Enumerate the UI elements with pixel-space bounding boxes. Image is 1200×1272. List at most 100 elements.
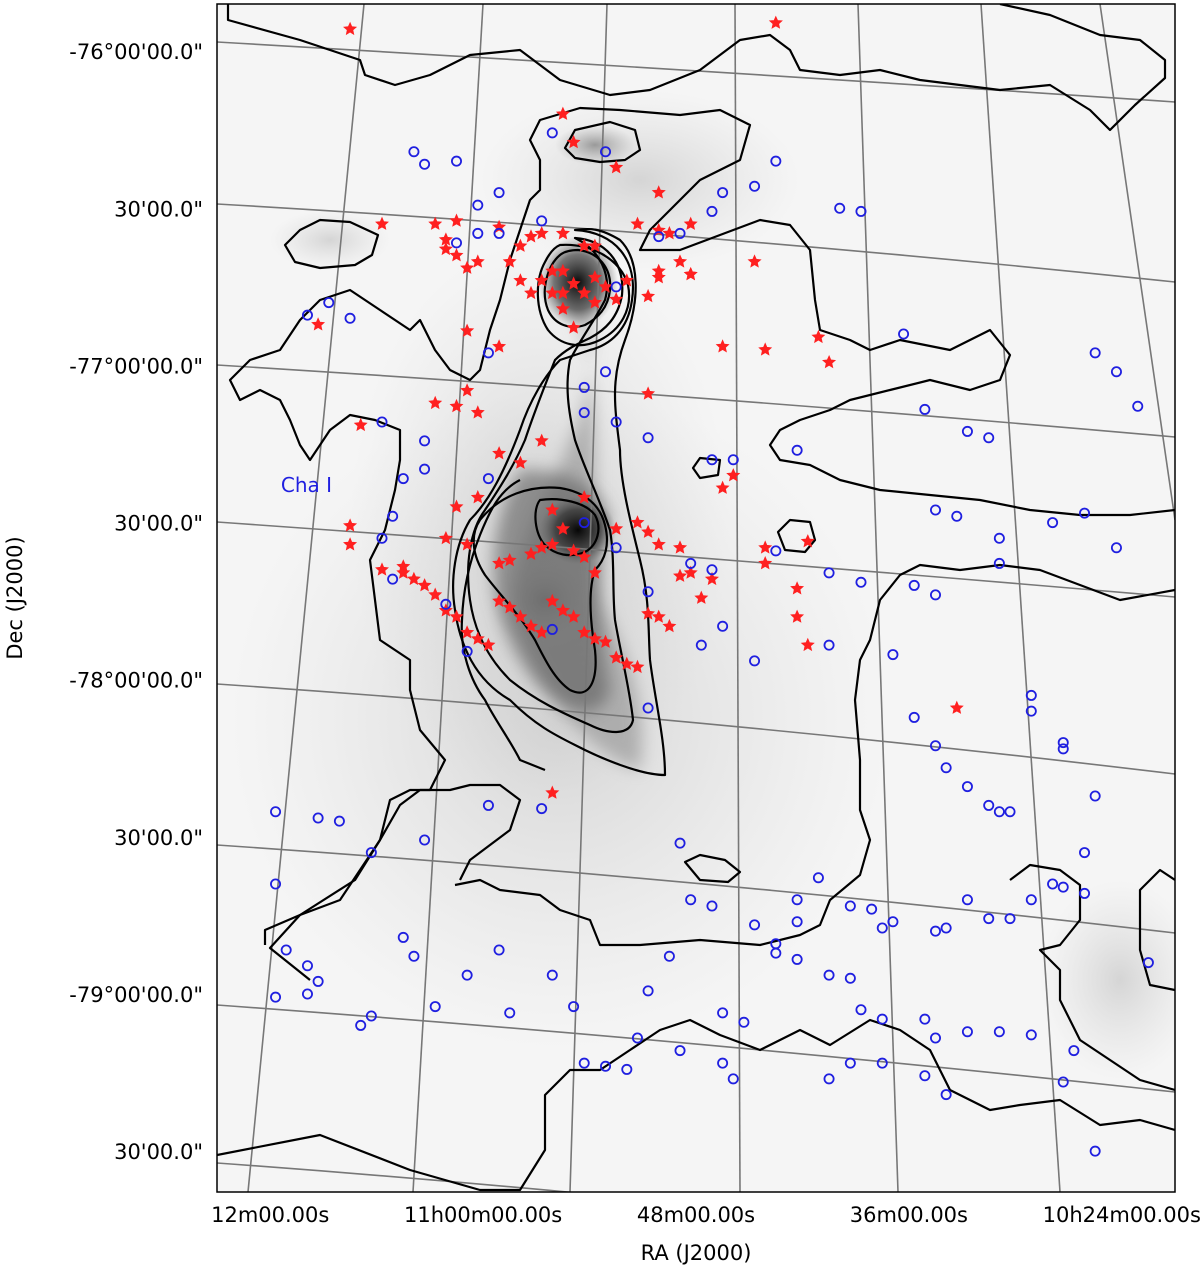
circle-marker xyxy=(770,155,782,167)
circle-marker xyxy=(1025,689,1037,701)
circle-marker xyxy=(791,894,803,906)
circle-marker xyxy=(940,1089,952,1101)
circle-marker xyxy=(930,589,942,601)
circle-marker xyxy=(1057,743,1069,755)
circle-marker xyxy=(749,180,761,192)
star-marker xyxy=(577,490,592,504)
star-marker xyxy=(513,455,528,469)
circle-marker xyxy=(536,215,548,227)
circle-marker xyxy=(429,1001,441,1013)
circle-marker xyxy=(930,504,942,516)
contour-level-3 xyxy=(467,236,635,733)
star-marker xyxy=(768,15,783,29)
circle-marker xyxy=(365,1010,377,1022)
source-markers xyxy=(270,15,1154,1157)
star-marker xyxy=(811,329,826,344)
circle-marker xyxy=(706,900,718,912)
circle-marker xyxy=(387,510,399,522)
star-marker xyxy=(545,593,560,608)
contour-level-2 xyxy=(452,227,667,777)
contour-island-7 xyxy=(1138,868,1175,992)
y-tick-label: 30'00.0" xyxy=(114,826,203,850)
star-marker xyxy=(460,537,475,551)
star-marker xyxy=(555,603,570,617)
star-marker xyxy=(694,590,709,604)
circle-marker xyxy=(472,227,484,239)
star-marker xyxy=(502,254,517,268)
circle-marker xyxy=(930,1032,942,1044)
circle-marker xyxy=(866,903,878,915)
y-tick-label: -78°00'00.0" xyxy=(69,669,203,693)
circle-marker xyxy=(419,158,431,170)
star-marker xyxy=(598,279,613,293)
star-marker xyxy=(641,524,656,538)
star-marker xyxy=(311,317,326,331)
circle-marker xyxy=(717,620,729,632)
star-marker xyxy=(704,571,719,586)
circle-marker xyxy=(600,366,612,378)
circle-marker xyxy=(1004,913,1016,925)
x-tick-label: 10h24m00.00s xyxy=(1043,1203,1200,1227)
star-marker xyxy=(555,301,570,315)
star-marker xyxy=(715,339,730,353)
star-marker xyxy=(513,238,528,252)
circle-marker xyxy=(983,799,995,811)
circle-marker xyxy=(621,1063,633,1075)
star-marker xyxy=(460,383,475,397)
star-marker xyxy=(790,609,805,623)
circle-marker xyxy=(930,925,942,937)
circle-marker xyxy=(631,1032,643,1044)
circle-marker xyxy=(1142,957,1154,969)
circle-marker xyxy=(1089,790,1101,802)
circle-marker xyxy=(993,1026,1005,1038)
star-marker xyxy=(492,556,507,570)
star-marker xyxy=(449,213,464,227)
star-marker xyxy=(683,565,698,579)
circle-marker xyxy=(376,532,388,544)
star-marker xyxy=(577,238,592,252)
circle-marker xyxy=(419,834,431,846)
circle-marker xyxy=(546,969,558,981)
circle-marker xyxy=(461,645,473,657)
circle-marker xyxy=(408,146,420,158)
star-marker xyxy=(502,552,517,567)
circle-marker xyxy=(908,579,920,591)
star-marker xyxy=(343,537,358,551)
star-marker xyxy=(726,468,741,482)
circle-marker xyxy=(578,407,590,419)
circle-marker xyxy=(749,919,761,931)
star-marker xyxy=(662,618,677,633)
circle-marker xyxy=(983,432,995,444)
circle-marker xyxy=(472,199,484,211)
contour-level-8 xyxy=(460,479,546,772)
circle-marker xyxy=(1004,806,1016,818)
star-marker xyxy=(555,263,570,278)
circle-marker xyxy=(600,1060,612,1072)
circle-marker xyxy=(1025,705,1037,717)
circle-marker xyxy=(546,127,558,139)
star-marker xyxy=(438,232,453,246)
star-marker xyxy=(534,433,549,447)
star-marker xyxy=(545,537,560,551)
circle-marker xyxy=(961,894,973,906)
star-marker xyxy=(662,226,677,240)
circle-marker xyxy=(344,312,356,324)
star-marker xyxy=(492,446,507,460)
contour-left-lobe xyxy=(263,783,522,945)
star-marker xyxy=(630,515,645,529)
circle-marker xyxy=(301,309,313,321)
circle-marker xyxy=(887,649,899,661)
circle-marker xyxy=(993,557,1005,569)
star-marker xyxy=(619,656,634,670)
circle-marker xyxy=(993,532,1005,544)
circle-marker xyxy=(791,916,803,928)
circle-marker xyxy=(419,435,431,447)
y-tick-label: 30'00.0" xyxy=(114,512,203,536)
circle-marker xyxy=(440,598,452,610)
star-marker xyxy=(428,587,443,601)
star-marker xyxy=(428,395,443,410)
circle-marker xyxy=(961,1026,973,1038)
circle-marker xyxy=(706,564,718,576)
star-marker xyxy=(460,323,475,337)
